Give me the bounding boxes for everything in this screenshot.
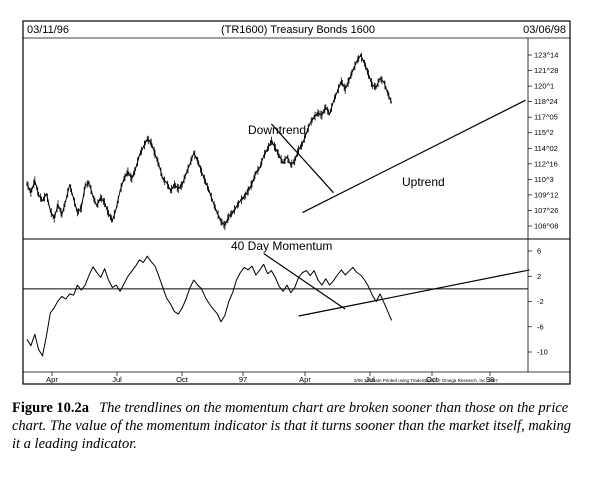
x-axis: Apr Jul Oct 97 Apr Jul Oct 98 (46, 372, 494, 384)
price-uptrend-line (302, 99, 526, 214)
price-y-tick-label: 109^12 (534, 190, 558, 199)
chart-frame (22, 20, 571, 385)
x-tick-label: 98 (486, 375, 494, 384)
price-y-tick-label: 120^1 (534, 82, 554, 91)
momentum-label: 40 Day Momentum (231, 239, 332, 253)
momentum-uptrend-line (298, 269, 530, 317)
x-tick-label: Oct (176, 375, 189, 384)
momentum-y-tick-label: -2 (537, 297, 544, 306)
figure-caption: Figure 10.2a The trendlines on the moment… (12, 399, 578, 453)
momentum-series-line (26, 255, 393, 357)
start-date: 03/11/96 (27, 24, 69, 36)
momentum-y-tick-label: -10 (537, 348, 548, 357)
price-y-tick-label: 112^16 (534, 159, 558, 168)
price-y-tick-label: 110^3 (534, 175, 554, 184)
caption-label: Figure 10.2a (12, 400, 90, 416)
footer-note: 3/06 10:53am Printed using TradeStation … (354, 377, 498, 383)
price-panel: 123^14 121^28 120^1 118^24 117^05 115^2 114^02… (26, 51, 558, 231)
momentum-y-tick-label: 6 (537, 247, 541, 256)
end-date: 03/06/98 (523, 24, 566, 36)
x-tick-label: Jul (365, 375, 375, 384)
caption-text: The trendlines on the momentum chart are… (12, 400, 572, 452)
x-tick-label: Apr (46, 375, 58, 384)
price-y-tick-label: 107^26 (534, 206, 558, 215)
momentum-panel: 6 2 -2 -6 -10 (23, 247, 548, 357)
chart-title: (TR1600) Treasury Bonds 1600 (221, 24, 375, 36)
price-y-tick-label: 106^08 (534, 222, 558, 231)
price-y-tick-label: 118^24 (534, 97, 558, 106)
price-y-tick-label: 117^05 (534, 113, 558, 122)
price-series-line (26, 54, 393, 226)
price-series-bars (26, 52, 392, 230)
x-tick-label: Jul (112, 375, 122, 384)
momentum-y-tick-label: 2 (537, 272, 541, 281)
momentum-downtrend-line (263, 253, 346, 310)
momentum-y-tick-label: -6 (537, 322, 544, 331)
x-tick-label: Oct (426, 375, 439, 384)
uptrend-label: Uptrend (402, 175, 445, 189)
price-y-tick-label: 123^14 (534, 51, 558, 60)
x-tick-label: Apr (299, 375, 311, 384)
price-downtrend-line (270, 123, 334, 194)
price-y-tick-label: 121^28 (534, 66, 558, 75)
x-tick-label: 97 (239, 375, 247, 384)
price-y-tick-label: 114^02 (534, 144, 558, 153)
price-y-tick-label: 115^2 (534, 128, 554, 137)
